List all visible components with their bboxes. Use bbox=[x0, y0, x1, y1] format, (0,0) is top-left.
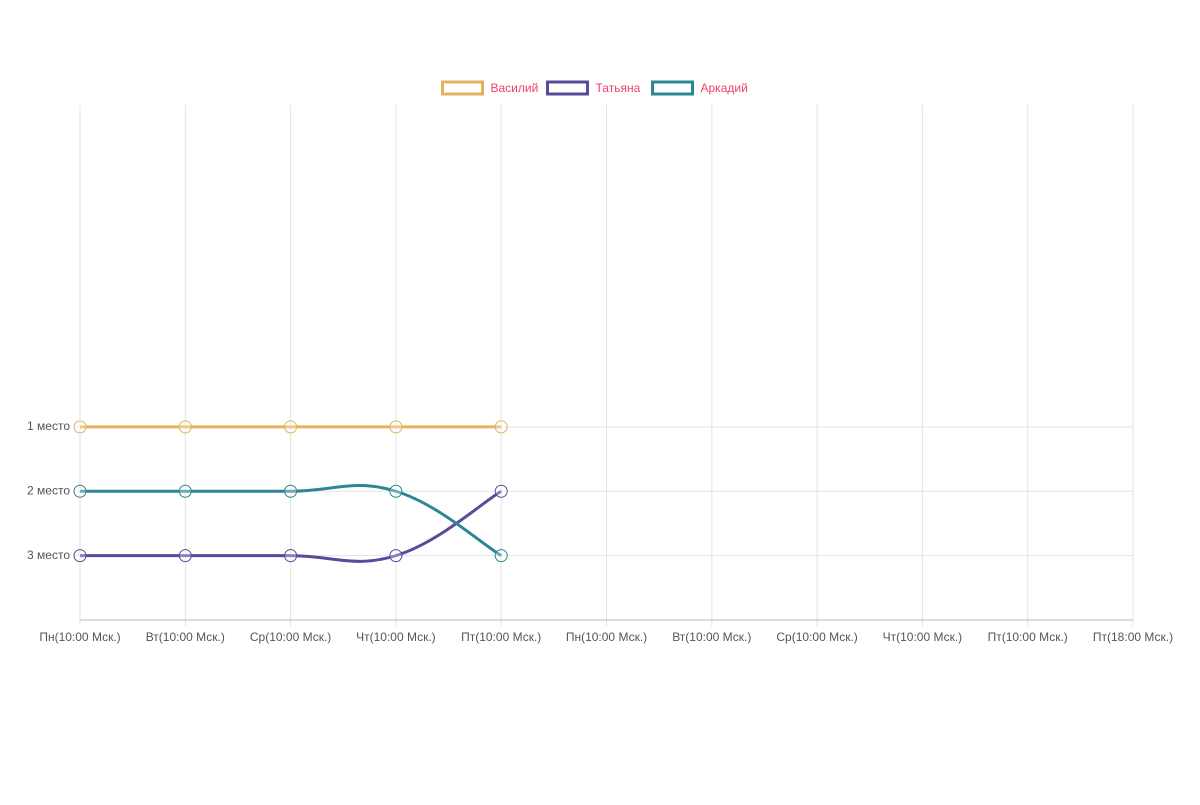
x-tick-label: Чт(10:00 Мск.) bbox=[356, 630, 436, 644]
point bbox=[284, 420, 298, 434]
series-line bbox=[80, 489, 502, 563]
point bbox=[389, 484, 403, 498]
point bbox=[178, 549, 192, 563]
x-tick-label: Ср(10:00 Мск.) bbox=[250, 630, 331, 644]
point bbox=[178, 420, 192, 434]
point bbox=[284, 484, 298, 498]
point bbox=[73, 484, 87, 498]
point bbox=[494, 420, 508, 434]
point bbox=[389, 420, 403, 434]
legend-label: Василий bbox=[491, 81, 539, 95]
y-tick-label: 1 место bbox=[27, 419, 70, 433]
legend-swatch bbox=[441, 80, 484, 96]
x-tick-label: Пн(10:00 Мск.) bbox=[39, 630, 120, 644]
legend-label: Аркадий bbox=[701, 81, 748, 95]
x-tick-label: Вт(10:00 Мск.) bbox=[672, 630, 751, 644]
y-tick-label: 3 место bbox=[27, 548, 70, 562]
legend-swatch bbox=[546, 80, 589, 96]
point bbox=[494, 549, 508, 563]
x-tick-label: Пт(18:00 Мск.) bbox=[1093, 630, 1173, 644]
x-tick-label: Ср(10:00 Мск.) bbox=[776, 630, 857, 644]
y-tick-label: 2 место bbox=[27, 483, 70, 497]
point bbox=[389, 549, 403, 563]
point bbox=[73, 549, 87, 563]
legend-label: Татьяна bbox=[596, 81, 641, 95]
point bbox=[178, 484, 192, 498]
x-tick-label: Чт(10:00 Мск.) bbox=[883, 630, 963, 644]
x-tick-label: Пн(10:00 Мск.) bbox=[566, 630, 647, 644]
legend-swatch bbox=[651, 80, 694, 96]
x-tick-label: Пт(10:00 Мск.) bbox=[461, 630, 541, 644]
x-tick-label: Пт(10:00 Мск.) bbox=[988, 630, 1068, 644]
series-line bbox=[79, 484, 502, 557]
point bbox=[284, 549, 298, 563]
point bbox=[494, 484, 508, 498]
x-tick-label: Вт(10:00 Мск.) bbox=[146, 630, 225, 644]
point bbox=[73, 420, 87, 434]
